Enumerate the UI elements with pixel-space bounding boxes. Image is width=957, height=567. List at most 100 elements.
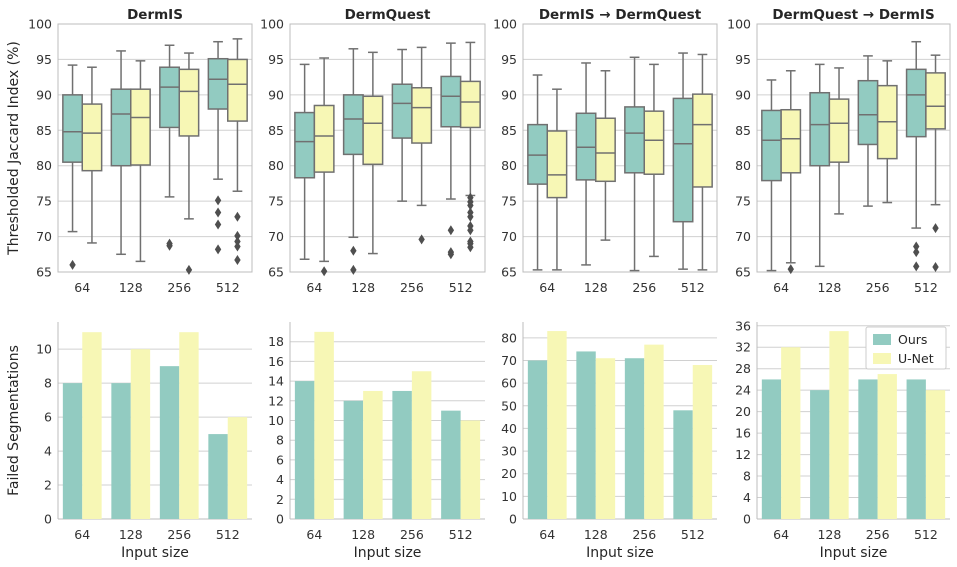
box <box>672 97 694 223</box>
outlier-point <box>214 219 222 230</box>
x-tick-label: 128 <box>119 527 143 542</box>
y-tick-label: 65 <box>501 265 517 280</box>
y-tick-label: 100 <box>28 17 52 32</box>
y-tick-label: 24 <box>735 383 751 398</box>
x-tick-label: 128 <box>584 280 608 295</box>
bar <box>829 331 849 519</box>
y-tick-label: 6 <box>44 410 52 425</box>
bar <box>673 410 693 519</box>
outlier-point <box>467 211 474 222</box>
axes-frame <box>289 23 486 273</box>
outlier-point <box>234 241 241 252</box>
outlier-point <box>185 264 193 275</box>
box <box>809 91 831 167</box>
bar <box>692 365 713 519</box>
y-tick-label: 90 <box>735 87 751 102</box>
y-tick-label: 2 <box>44 478 52 493</box>
x-tick-label: 512 <box>681 527 705 542</box>
y-tick-label: 75 <box>36 194 52 209</box>
y-tick-label: 0 <box>743 512 751 527</box>
axes-frame <box>522 23 718 273</box>
outlier-point <box>69 259 76 270</box>
y-tick-label: 100 <box>727 17 751 32</box>
bar <box>624 358 645 519</box>
y-tick-label: 95 <box>36 52 52 67</box>
bar <box>877 374 897 519</box>
x-tick-label: 256 <box>866 527 890 542</box>
y-tick-label: 70 <box>268 229 284 244</box>
x-tick-label: 64 <box>773 527 789 542</box>
bar <box>810 390 830 519</box>
y-tick-label: 70 <box>501 353 517 368</box>
box <box>159 66 181 129</box>
y-tick-label: 30 <box>501 444 517 459</box>
x-tick-label: 256 <box>400 280 424 295</box>
y-tick-label: 12 <box>268 393 284 408</box>
outlier-point <box>214 244 222 255</box>
x-tick-label: 512 <box>216 527 240 542</box>
bar <box>343 400 364 519</box>
box <box>905 68 927 138</box>
x-axis-title: Input size <box>586 545 654 561</box>
x-tick-label: 64 <box>306 280 322 295</box>
y-tick-label: 80 <box>501 330 517 345</box>
panel-title: DermIS <box>127 7 183 23</box>
y-tick-label: 100 <box>493 17 517 32</box>
y-tick-label: 20 <box>501 466 517 481</box>
y-tick-label: 8 <box>44 376 52 391</box>
bar <box>208 434 228 519</box>
x-tick-label: 512 <box>216 280 240 295</box>
x-axis-title: Input size <box>121 545 189 561</box>
box <box>643 110 665 175</box>
box <box>130 88 151 166</box>
outlier-point <box>234 211 241 222</box>
y-tick-label: 10 <box>268 413 284 428</box>
box <box>207 57 229 110</box>
panel-title: DermIS → DermQuest <box>539 7 702 23</box>
x-tick-label: 256 <box>632 527 656 542</box>
x-tick-label: 128 <box>817 280 841 295</box>
outlier-point <box>913 247 920 258</box>
bar <box>761 379 782 519</box>
y-tick-label: 50 <box>501 398 517 413</box>
x-tick-label: 256 <box>866 280 890 295</box>
x-tick-label: 256 <box>167 280 191 295</box>
legend-label: Ours <box>898 332 927 347</box>
legend-swatch <box>873 334 891 345</box>
y-tick-label: 95 <box>501 52 517 67</box>
outlier-point <box>447 225 455 236</box>
x-tick-label: 256 <box>400 527 424 542</box>
bar <box>179 332 199 519</box>
x-tick-label: 64 <box>306 527 322 542</box>
y-tick-label: 85 <box>36 123 52 138</box>
box <box>624 106 645 174</box>
y-tick-label: 4 <box>44 444 52 459</box>
y-tick-label: 8 <box>743 469 751 484</box>
y-tick-label: 12 <box>735 447 751 462</box>
bar <box>595 358 616 519</box>
x-tick-label: 64 <box>773 280 789 295</box>
outlier-point <box>447 249 455 260</box>
y-tick-label: 16 <box>735 426 751 441</box>
box <box>925 72 946 130</box>
x-tick-label: 64 <box>74 527 90 542</box>
bar <box>460 420 481 519</box>
axes-frame <box>57 23 253 273</box>
x-tick-label: 64 <box>539 280 555 295</box>
y-tick-label: 65 <box>268 265 284 280</box>
outlier-point <box>932 223 939 234</box>
outlier-point <box>467 200 474 211</box>
x-tick-label: 256 <box>167 527 191 542</box>
y-tick-label: 75 <box>268 194 284 209</box>
outlier-point <box>913 261 920 272</box>
y-axis-title: Thresholded Jaccard Index (%) <box>6 41 22 256</box>
outlier-point <box>913 241 920 252</box>
x-tick-label: 128 <box>817 527 841 542</box>
bar <box>159 366 180 519</box>
y-tick-label: 4 <box>743 490 751 505</box>
outlier-point <box>214 207 222 218</box>
box <box>595 117 616 183</box>
bar <box>781 347 801 519</box>
box <box>294 111 316 179</box>
